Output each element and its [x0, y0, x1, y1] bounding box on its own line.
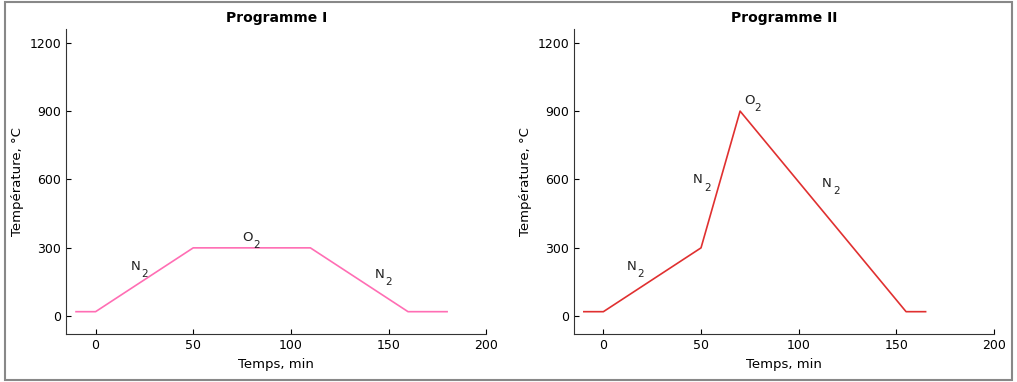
Text: O: O	[744, 94, 755, 107]
Y-axis label: Température, °C: Température, °C	[11, 127, 24, 236]
Text: N: N	[822, 177, 832, 190]
Text: N: N	[626, 260, 637, 273]
Y-axis label: Température, °C: Température, °C	[519, 127, 532, 236]
Text: N: N	[694, 173, 703, 186]
Text: N: N	[375, 268, 384, 281]
Text: 2: 2	[385, 277, 393, 287]
Title: Programme I: Programme I	[226, 11, 326, 25]
Title: Programme II: Programme II	[731, 11, 837, 25]
X-axis label: Temps, min: Temps, min	[238, 358, 314, 371]
Text: 2: 2	[833, 186, 839, 196]
Text: N: N	[131, 260, 140, 273]
Text: 2: 2	[704, 183, 711, 193]
X-axis label: Temps, min: Temps, min	[746, 358, 822, 371]
Text: 2: 2	[755, 103, 762, 113]
Text: 2: 2	[253, 240, 259, 250]
Text: 2: 2	[141, 269, 148, 279]
Text: 2: 2	[638, 269, 644, 279]
Text: O: O	[242, 231, 252, 244]
